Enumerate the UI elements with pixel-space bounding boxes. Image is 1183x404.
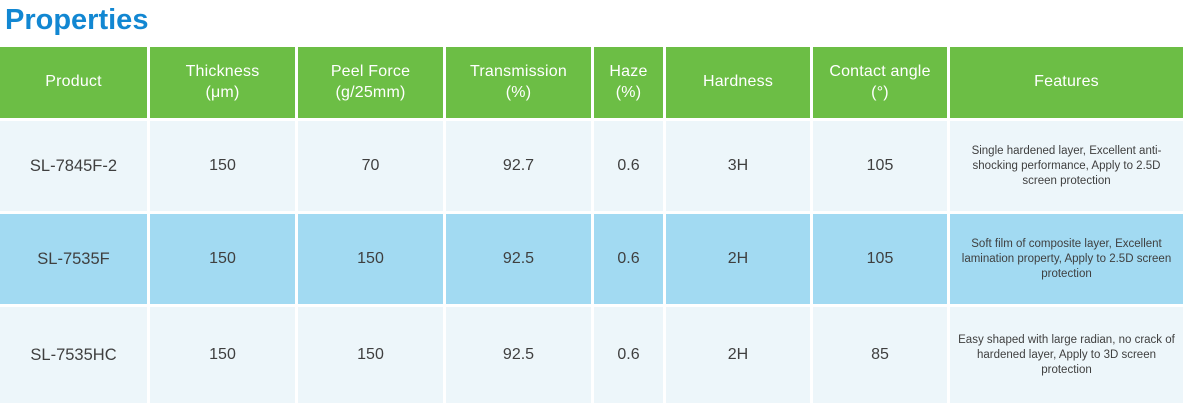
header-label: Thickness	[185, 63, 260, 81]
cell-peel-force: 70	[298, 121, 443, 212]
cell-thickness: 150	[150, 121, 295, 212]
cell-thickness: 150	[150, 307, 295, 404]
cell-hardness: 2H	[666, 214, 810, 305]
header-label: Peel Force	[330, 63, 411, 81]
header-label: Contact angle	[829, 63, 931, 81]
header-cell-thickness: Thickness (μm)	[150, 47, 295, 119]
cell-hardness: 2H	[666, 307, 810, 404]
cell-peel-force: 150	[298, 307, 443, 404]
header-label: Features	[1034, 73, 1099, 91]
cell-hardness: 3H	[666, 121, 810, 212]
cell-haze: 0.6	[594, 121, 663, 212]
header-cell-product: Product	[0, 47, 147, 119]
header-label: Haze	[609, 63, 648, 81]
header-cell-features: Features	[950, 47, 1183, 119]
header-unit: (%)	[615, 83, 642, 101]
header-cell-hardness: Hardness	[666, 47, 810, 119]
cell-product: SL-7535HC	[0, 307, 147, 404]
header-label: Hardness	[702, 73, 774, 91]
cell-product: SL-7845F-2	[0, 121, 147, 212]
header-cell-peel-force: Peel Force (g/25mm)	[298, 47, 443, 119]
cell-thickness: 150	[150, 214, 295, 305]
header-unit: (%)	[505, 83, 532, 101]
header-unit: (°)	[871, 83, 889, 101]
page-title: Properties	[5, 4, 149, 36]
cell-contact-angle: 85	[813, 307, 947, 404]
header-unit: (μm)	[205, 83, 240, 101]
cell-features: Soft film of composite layer, Excellent …	[950, 214, 1183, 305]
cell-haze: 0.6	[594, 214, 663, 305]
header-cell-contact-angle: Contact angle (°)	[813, 47, 947, 119]
properties-table: Product Thickness (μm) Peel Force (g/25m…	[0, 47, 1183, 404]
cell-features: Single hardened layer, Excellent anti-sh…	[950, 121, 1183, 212]
header-cell-transmission: Transmission (%)	[446, 47, 591, 119]
header-cell-haze: Haze (%)	[594, 47, 663, 119]
cell-haze: 0.6	[594, 307, 663, 404]
cell-contact-angle: 105	[813, 121, 947, 212]
cell-product: SL-7535F	[0, 214, 147, 305]
cell-features: Easy shaped with large radian, no crack …	[950, 307, 1183, 404]
cell-peel-force: 150	[298, 214, 443, 305]
header-unit: (g/25mm)	[335, 83, 406, 101]
header-label: Transmission	[470, 63, 567, 81]
cell-transmission: 92.5	[446, 214, 591, 305]
cell-transmission: 92.7	[446, 121, 591, 212]
cell-transmission: 92.5	[446, 307, 591, 404]
cell-contact-angle: 105	[813, 214, 947, 305]
header-label: Product	[45, 73, 102, 91]
